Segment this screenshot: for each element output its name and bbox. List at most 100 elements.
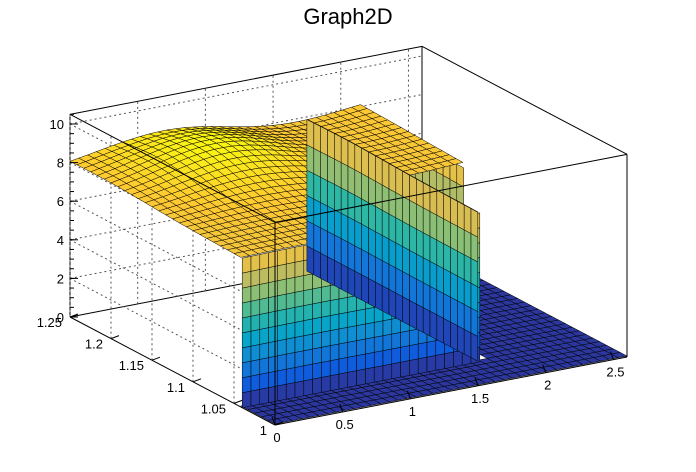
surface-side-wall-cell [463,279,472,309]
surface-side-wall-cell [361,248,369,279]
surface-front-wall-cell [285,246,296,265]
surface-front-wall-cell [268,295,278,313]
surface-side-wall-cell [375,281,383,312]
surface-front-wall-cell [417,356,428,375]
surface-side-wall-cell [450,222,458,252]
surface-front-wall-cell [338,297,349,315]
surface-front-wall-cell [321,360,331,378]
surface-front-wall-cell [373,335,384,353]
surface-side-wall-cell [361,198,369,229]
z-tick-label: 8 [57,156,64,171]
surface-front-wall-cell [259,282,269,300]
surface-front-wall-cell [259,252,269,270]
surface-front-wall-cell [241,315,252,334]
surface-side-wall-cell [327,129,335,160]
surface-side-wall-cell [361,173,369,204]
surface-front-wall-cell [312,346,322,365]
surface-side-wall-cell [375,155,383,186]
surface-side-wall-cell [388,288,397,319]
surface-front-wall-cell [373,350,384,368]
surface-side-wall-cell [436,214,444,245]
surface-side-wall-cell [313,173,321,203]
surface-front-wall-cell [277,353,287,372]
y-tick-mark [69,313,79,318]
y-tick-label: 1.2 [85,337,103,352]
surface-side-wall-cell [422,207,431,237]
surface-front-wall-cell [347,355,357,373]
surface-front-wall-cell [347,310,357,328]
surface-side-wall-cell [457,300,465,330]
surface-side-wall-cell [422,182,431,212]
surface-front-wall-cell [347,340,357,358]
surface-side-wall-cell [368,151,376,182]
surface-side-wall-cell [388,238,397,269]
surface-front-wall-cell [294,350,305,368]
surface-side-wall-cell [457,225,465,256]
surface-front-wall-cell [294,335,305,353]
surface-front-wall-cell [250,329,261,347]
surface-side-wall-cell [409,299,417,330]
surface-front-wall-cell [294,275,305,293]
surface-side-wall-cell [450,197,458,227]
surface-side-wall-cell [368,252,376,283]
surface-front-wall-cell [303,273,313,291]
surface-front-wall-cell [382,318,393,337]
surface-front-wall-cell [321,330,331,348]
surface-front-wall-cell [294,365,305,383]
surface-side-wall-cell [436,314,444,344]
surface-top-cell [446,158,464,165]
surface-front-wall-cell [409,343,419,361]
surface-front-wall-cell [241,270,252,289]
surface-side-wall-cell [306,245,315,276]
surface-front-wall-cell [250,269,261,287]
surface-front-wall-cell [373,320,384,338]
surface-side-wall-cell [450,246,458,277]
surface-side-wall-cell [375,205,383,236]
surface-side-wall-cell [422,257,431,287]
surface-front-wall-cell [294,320,305,338]
surface-side-wall-cell [463,229,472,259]
surface-side-wall-cell [340,136,349,167]
surface-side-wall-cell [409,274,417,305]
surface-side-wall-cell [443,268,451,298]
surface-front-wall-cell [321,285,331,303]
surface-front-wall-cell [303,333,313,352]
surface-side-wall-cell [375,256,383,287]
surface-front-wall-cell [329,358,340,377]
surface-front-wall-cell [268,325,278,343]
x-tick-label: 2 [544,378,551,393]
surface-front-wall-cell [268,265,278,283]
surface-front-wall-cell [400,330,410,348]
surface-front-wall-cell [277,323,287,342]
grid-line [69,200,276,310]
surface-side-wall-cell [347,241,356,272]
surface-front-wall-cell [347,325,357,343]
surface-side-wall-cell [388,163,397,194]
surface-front-wall-cell [241,345,252,364]
surface-front-wall-cell [268,250,278,268]
surface-front-wall-cell [277,383,287,402]
surface-front-wall-cell [329,343,340,362]
surface-front-wall-cell [338,327,349,345]
y-tick-mark [192,378,202,383]
surface-front-wall-cell [338,312,349,330]
surface-front-wall-cell [277,248,287,267]
surface-front-wall-cell [277,338,287,357]
surface-front-wall-cell [241,360,252,379]
surface-side-wall-cell [381,209,390,240]
surface-front-wall-cell [250,373,261,392]
chart-title: Graph2D [303,4,393,29]
surface-front-wall-cell [250,314,261,332]
surface-side-wall-cell [463,254,472,284]
surface-front-wall-cell [329,313,340,331]
surface-side-wall-cell [436,289,444,319]
surface-front-wall-cell [365,307,375,325]
surface-side-wall-cell [334,234,342,265]
grid-line [69,239,276,349]
surface-side-wall-cell [347,140,356,171]
y-tick-label: 1.1 [167,380,185,395]
surface-front-wall-cell [294,290,305,308]
y-tick-label: 1.25 [37,315,62,330]
surface-side-wall-cell [347,267,356,297]
x-tick-label: 0.5 [336,417,354,432]
